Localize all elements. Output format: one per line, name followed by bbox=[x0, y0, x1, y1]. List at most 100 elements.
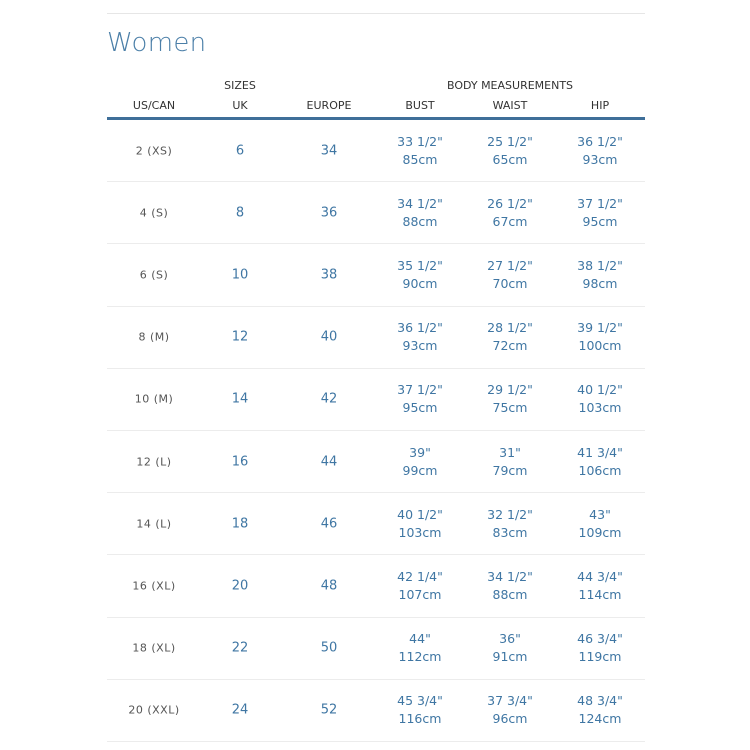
waist-cm: 72cm bbox=[492, 338, 528, 354]
column-header-hip: HIP bbox=[590, 99, 610, 112]
size-europe: 40 bbox=[320, 329, 338, 345]
size-uk: 18 bbox=[231, 516, 249, 532]
waist-inches: 34 1/2" bbox=[487, 568, 533, 584]
bust-measurement: 36 1/2" 93cm bbox=[397, 319, 443, 355]
size-us-can: 10 (M) bbox=[134, 392, 174, 406]
waist-inches: 31" bbox=[499, 444, 521, 460]
waist-measurement: 37 3/4" 96cm bbox=[487, 692, 533, 728]
size-table: 2 (XS) 6 34 33 1/2" 85cm 25 1/2" 65cm 36 1/2" 93… bbox=[107, 120, 645, 742]
column-header-uk: UK bbox=[232, 99, 248, 112]
hip-measurement: 38 1/2" 98cm bbox=[577, 257, 623, 293]
waist-inches: 27 1/2" bbox=[487, 257, 533, 273]
bust-inches: 42 1/4" bbox=[397, 568, 443, 584]
table-row: 8 (M) 12 40 36 1/2" 93cm 28 1/2" 72cm 39 1/2" 10… bbox=[107, 307, 645, 369]
waist-inches: 25 1/2" bbox=[487, 133, 533, 149]
waist-measurement: 25 1/2" 65cm bbox=[487, 133, 533, 169]
waist-measurement: 34 1/2" 88cm bbox=[487, 568, 533, 604]
bust-inches: 45 3/4" bbox=[397, 693, 443, 709]
waist-cm: 65cm bbox=[492, 151, 528, 167]
size-uk: 10 bbox=[231, 267, 249, 283]
hip-inches: 48 3/4" bbox=[577, 693, 623, 709]
size-europe: 38 bbox=[320, 267, 338, 283]
waist-measurement: 31" 79cm bbox=[493, 444, 528, 480]
bust-inches: 40 1/2" bbox=[397, 506, 443, 522]
size-europe: 42 bbox=[320, 391, 338, 407]
hip-inches: 39 1/2" bbox=[577, 320, 623, 336]
bust-inches: 34 1/2" bbox=[397, 195, 443, 211]
bust-measurement: 33 1/2" 85cm bbox=[397, 133, 443, 169]
table-row: 10 (M) 14 42 37 1/2" 95cm 29 1/2" 75cm 40 1/2" 1… bbox=[107, 369, 645, 431]
bust-measurement: 35 1/2" 90cm bbox=[397, 257, 443, 293]
bust-cm: 103cm bbox=[398, 524, 442, 540]
bust-measurement: 40 1/2" 103cm bbox=[397, 506, 443, 542]
bust-cm: 90cm bbox=[402, 275, 438, 291]
size-europe: 50 bbox=[320, 640, 338, 656]
hip-cm: 98cm bbox=[582, 275, 618, 291]
size-uk: 24 bbox=[231, 702, 249, 718]
table-row: 14 (L) 18 46 40 1/2" 103cm 32 1/2" 83cm 43" 109c… bbox=[107, 493, 645, 556]
hip-cm: 106cm bbox=[578, 462, 622, 478]
size-us-can: 12 (L) bbox=[136, 455, 172, 469]
bust-measurement: 45 3/4" 116cm bbox=[397, 692, 443, 728]
top-divider bbox=[107, 13, 645, 14]
hip-measurement: 46 3/4" 119cm bbox=[577, 630, 623, 666]
hip-measurement: 48 3/4" 124cm bbox=[577, 692, 623, 728]
column-header-us-can: US/CAN bbox=[132, 99, 176, 112]
bust-measurement: 37 1/2" 95cm bbox=[397, 381, 443, 417]
bust-inches: 37 1/2" bbox=[397, 382, 443, 398]
waist-measurement: 36" 91cm bbox=[493, 630, 528, 666]
hip-cm: 109cm bbox=[578, 524, 622, 540]
waist-cm: 75cm bbox=[492, 400, 528, 416]
bust-inches: 39" bbox=[409, 444, 431, 460]
table-row: 18 (XL) 22 50 44" 112cm 36" 91cm 46 3/4" 119cm bbox=[107, 618, 645, 680]
size-europe: 44 bbox=[320, 454, 338, 470]
waist-cm: 88cm bbox=[492, 586, 528, 602]
size-uk: 16 bbox=[231, 454, 249, 470]
bust-cm: 85cm bbox=[402, 151, 438, 167]
table-row: 2 (XS) 6 34 33 1/2" 85cm 25 1/2" 65cm 36 1/2" 93… bbox=[107, 120, 645, 183]
size-uk: 14 bbox=[231, 391, 249, 407]
hip-measurement: 40 1/2" 103cm bbox=[577, 381, 623, 417]
page-title: Women bbox=[107, 28, 207, 58]
hip-measurement: 41 3/4" 106cm bbox=[577, 444, 623, 480]
hip-cm: 114cm bbox=[578, 586, 622, 602]
column-header-europe: EUROPE bbox=[306, 99, 352, 112]
column-header-waist: WAIST bbox=[492, 99, 528, 112]
bust-inches: 44" bbox=[409, 631, 431, 647]
bust-cm: 116cm bbox=[398, 711, 442, 727]
size-us-can: 20 (XXL) bbox=[128, 703, 180, 717]
size-uk: 20 bbox=[231, 578, 249, 594]
waist-cm: 83cm bbox=[492, 524, 528, 540]
bust-cm: 107cm bbox=[398, 586, 442, 602]
column-header-bust: BUST bbox=[405, 99, 435, 112]
table-row: 12 (L) 16 44 39" 99cm 31" 79cm 41 3/4" 106cm bbox=[107, 431, 645, 494]
waist-cm: 79cm bbox=[492, 462, 528, 478]
bust-cm: 93cm bbox=[402, 338, 438, 354]
bust-cm: 99cm bbox=[402, 462, 438, 478]
size-us-can: 16 (XL) bbox=[132, 579, 176, 593]
hip-cm: 124cm bbox=[578, 711, 622, 727]
hip-cm: 103cm bbox=[578, 400, 622, 416]
waist-cm: 91cm bbox=[492, 649, 528, 665]
waist-inches: 29 1/2" bbox=[487, 382, 533, 398]
hip-measurement: 44 3/4" 114cm bbox=[577, 568, 623, 604]
size-uk: 22 bbox=[231, 640, 249, 656]
size-us-can: 14 (L) bbox=[136, 517, 172, 531]
bust-cm: 112cm bbox=[398, 649, 442, 665]
waist-measurement: 28 1/2" 72cm bbox=[487, 319, 533, 355]
waist-inches: 28 1/2" bbox=[487, 320, 533, 336]
hip-inches: 41 3/4" bbox=[577, 444, 623, 460]
header-rule bbox=[107, 117, 645, 120]
table-row: 4 (S) 8 36 34 1/2" 88cm 26 1/2" 67cm 37 1/2" 95c… bbox=[107, 182, 645, 245]
waist-measurement: 29 1/2" 75cm bbox=[487, 381, 533, 417]
size-us-can: 18 (XL) bbox=[132, 641, 176, 655]
bust-inches: 36 1/2" bbox=[397, 320, 443, 336]
hip-inches: 44 3/4" bbox=[577, 568, 623, 584]
hip-cm: 119cm bbox=[578, 649, 622, 665]
bust-measurement: 34 1/2" 88cm bbox=[397, 195, 443, 231]
hip-inches: 43" bbox=[589, 506, 611, 522]
size-uk: 6 bbox=[235, 143, 245, 159]
waist-inches: 36" bbox=[499, 631, 521, 647]
size-europe: 48 bbox=[320, 578, 338, 594]
waist-inches: 37 3/4" bbox=[487, 693, 533, 709]
